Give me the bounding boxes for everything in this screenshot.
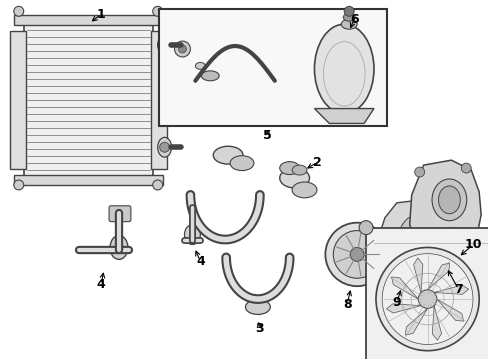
Ellipse shape [432,179,467,221]
Ellipse shape [439,186,460,214]
Text: 8: 8 [343,297,351,311]
Circle shape [14,180,24,190]
Bar [10,31,25,169]
Ellipse shape [280,168,310,188]
Ellipse shape [230,156,254,171]
Text: 7: 7 [454,283,463,296]
Bar [366,228,490,360]
Text: 10: 10 [465,238,482,251]
Bar [151,31,167,169]
Ellipse shape [110,235,128,260]
Polygon shape [405,309,428,335]
Ellipse shape [158,35,172,55]
Ellipse shape [280,162,299,175]
Circle shape [376,247,479,351]
Ellipse shape [201,71,219,81]
Circle shape [471,230,481,239]
Text: 5: 5 [264,129,272,142]
Ellipse shape [398,215,436,270]
Polygon shape [437,299,464,321]
Ellipse shape [441,228,461,242]
Ellipse shape [158,137,172,157]
Circle shape [333,231,381,278]
Text: 4: 4 [196,255,205,268]
Circle shape [359,221,373,235]
Polygon shape [428,263,450,290]
Circle shape [14,6,24,16]
Circle shape [160,40,170,50]
Bar [24,23,153,177]
Ellipse shape [245,300,270,314]
Text: 6: 6 [350,13,359,26]
Bar [14,15,163,25]
Ellipse shape [408,229,430,260]
Circle shape [174,41,191,57]
Circle shape [382,254,473,345]
Ellipse shape [292,182,317,198]
Circle shape [178,45,187,53]
Circle shape [344,6,354,16]
Circle shape [415,167,425,177]
Polygon shape [377,200,446,289]
Polygon shape [414,258,423,293]
Circle shape [418,290,437,309]
Circle shape [153,6,163,16]
Ellipse shape [341,19,357,29]
Polygon shape [392,277,418,299]
Text: 4: 4 [97,278,105,291]
Circle shape [325,223,389,286]
Ellipse shape [387,239,401,269]
Polygon shape [410,160,481,261]
Ellipse shape [213,146,243,164]
Text: 1: 1 [97,8,105,21]
Text: 2: 2 [313,156,322,168]
Text: 9: 9 [392,296,401,309]
Circle shape [160,142,170,152]
Ellipse shape [343,13,355,21]
Circle shape [350,247,364,261]
Circle shape [153,180,163,190]
Polygon shape [434,285,469,294]
FancyBboxPatch shape [109,206,131,222]
Polygon shape [315,109,374,123]
Text: 3: 3 [256,322,264,336]
Ellipse shape [292,165,307,175]
Circle shape [461,163,471,173]
Ellipse shape [315,24,374,113]
Polygon shape [432,306,441,340]
Bar [159,9,387,126]
Ellipse shape [196,62,205,69]
Ellipse shape [184,225,200,244]
Polygon shape [387,304,421,313]
Bar [14,175,163,185]
